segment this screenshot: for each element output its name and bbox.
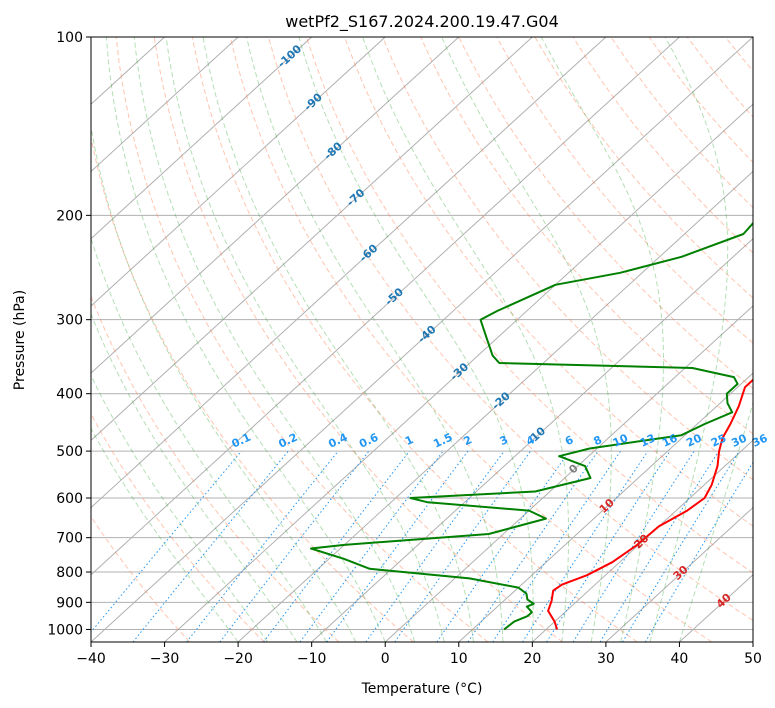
mixing-ratio-line xyxy=(622,450,740,642)
isotherm-line xyxy=(458,372,753,642)
moist-adiabat xyxy=(91,236,327,642)
dry-adiabat xyxy=(267,37,753,622)
y-axis: 100 200 300 400 500 600 700 800 900 1000 xyxy=(47,30,91,638)
x-tick-label: −20 xyxy=(223,651,253,667)
isotherm-line xyxy=(164,103,753,642)
background-lines xyxy=(91,37,753,642)
mixing-ratio-label: 36 xyxy=(750,431,770,449)
dry-adiabat xyxy=(191,37,638,642)
dry-adiabat xyxy=(305,37,753,574)
mixing-ratio-line xyxy=(522,450,649,642)
mixing-ratio-label: 25 xyxy=(709,432,728,450)
y-tick-label: 400 xyxy=(56,387,83,403)
dry-adiabat xyxy=(420,37,753,435)
moist-adiabat xyxy=(362,37,570,642)
dry-adiabat xyxy=(91,135,414,642)
x-tick-label: −40 xyxy=(76,651,106,667)
moist-adiabat xyxy=(678,401,753,642)
mixing-ratio-line xyxy=(492,450,622,642)
mixing-ratio-line xyxy=(132,450,289,642)
moist-adiabat xyxy=(91,374,268,642)
isotherm-line xyxy=(237,170,753,642)
mixing-ratio-line xyxy=(394,450,532,642)
dry-adiabat xyxy=(382,37,753,481)
isotherm-line xyxy=(91,37,386,307)
mixing-ratio-label: 30 xyxy=(729,431,749,449)
y-tick-label: 900 xyxy=(56,595,83,611)
y-tick-label: 100 xyxy=(56,30,83,46)
moist-adiabat xyxy=(202,37,474,642)
isotherm-line xyxy=(311,237,753,642)
mixing-ratio-line xyxy=(572,450,695,642)
mixing-ratio-line xyxy=(91,450,242,633)
mixing-ratio-label: 16 xyxy=(660,431,680,449)
moist-adiabat xyxy=(246,37,504,642)
isotherm-line xyxy=(91,37,460,374)
moist-adiabat xyxy=(91,124,357,642)
x-tick-label: 30 xyxy=(597,651,615,667)
moist-adiabat xyxy=(133,37,416,642)
y-tick-label: 1000 xyxy=(47,622,83,638)
dry-adiabat xyxy=(153,37,563,642)
mixing-ratio-line xyxy=(365,450,505,642)
x-tick-label: 20 xyxy=(523,651,541,667)
mixing-ratio-label: 20 xyxy=(684,431,704,449)
y-tick-label: 200 xyxy=(56,208,83,224)
moist-adiabat xyxy=(91,427,239,642)
mixing-ratio-line xyxy=(186,450,339,642)
moist-adiabat xyxy=(441,37,612,642)
plot-frame xyxy=(90,36,754,643)
x-axis: −40 −30 −20 −10 0 10 20 30 40 50 xyxy=(76,642,762,667)
dry-adiabat xyxy=(496,37,753,344)
dry-adiabat xyxy=(91,412,265,642)
mixing-ratio-label: 13 xyxy=(638,432,657,450)
dry-adiabat xyxy=(229,37,713,642)
profile-series xyxy=(310,221,753,631)
moist-adiabat xyxy=(165,37,445,642)
moist-adiabat xyxy=(91,312,298,642)
moist-adiabat xyxy=(298,37,534,642)
mixing-ratio-line xyxy=(546,450,671,642)
y-tick-label: 800 xyxy=(56,565,83,581)
isotherm-line xyxy=(384,305,753,642)
chart-title: wetPf2_S167.2024.200.19.47.G04 xyxy=(285,12,559,32)
isotherm-line xyxy=(91,37,313,240)
y-tick-label: 500 xyxy=(56,444,83,460)
isotherm-line xyxy=(91,37,239,173)
moist-adiabat xyxy=(649,37,729,642)
isotherm-line xyxy=(91,37,753,642)
x-axis-label: Temperature (°C) xyxy=(361,681,483,697)
dewpoint-profile xyxy=(310,221,753,631)
mixing-ratio-line xyxy=(263,450,410,642)
x-tick-label: −30 xyxy=(150,651,180,667)
y-tick-label: 300 xyxy=(56,313,83,329)
mixing-ratio-line xyxy=(326,450,469,642)
moist-adiabat xyxy=(540,37,664,642)
y-axis-label: Pressure (hPa) xyxy=(12,290,28,390)
x-tick-label: −10 xyxy=(297,651,327,667)
isotherm-line xyxy=(91,37,680,576)
isotherm-line xyxy=(91,37,533,442)
y-tick-label: 600 xyxy=(56,491,83,507)
dry-adiabat xyxy=(344,37,753,527)
x-tick-label: 10 xyxy=(450,651,468,667)
mixing-ratio-line xyxy=(467,450,599,642)
dry-adiabat xyxy=(115,37,489,642)
mixing-ratio-line xyxy=(599,450,720,642)
temperature-profile xyxy=(547,378,753,630)
isotherm-line xyxy=(605,506,753,642)
dry-adiabat xyxy=(534,37,753,299)
x-tick-label: 0 xyxy=(381,651,390,667)
mixing-ratio-label: 10 xyxy=(611,431,631,449)
x-tick-label: 50 xyxy=(744,651,762,667)
mixing-ratio-line xyxy=(436,450,570,642)
y-tick-label: 700 xyxy=(56,531,83,547)
x-tick-label: 40 xyxy=(671,651,689,667)
isotherm-line xyxy=(91,37,607,509)
